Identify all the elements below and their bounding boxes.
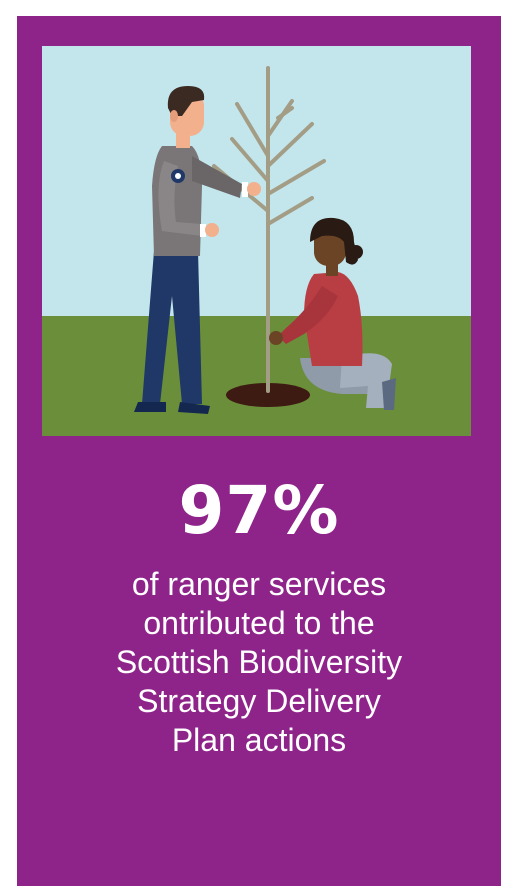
volunteer-figure-icon [269, 217, 396, 410]
sky [42, 46, 471, 316]
tree-planting-illustration [42, 46, 471, 436]
caption-line: ontributed to the [143, 605, 375, 641]
ranger-figure-icon [134, 86, 261, 414]
caption-line: of ranger services [131, 566, 387, 602]
stat-value: 97% [178, 472, 340, 549]
grass [42, 316, 471, 436]
caption-line: Plan actions [171, 722, 347, 758]
caption-line: Strategy Delivery [137, 683, 381, 719]
caption-line: Scottish Biodiversity [115, 644, 403, 680]
soil-mound [226, 383, 310, 407]
infographic-card: 97% of ranger services ontributed to the… [17, 16, 501, 886]
stat-caption: of ranger services ontributed to the Sco… [17, 565, 501, 760]
